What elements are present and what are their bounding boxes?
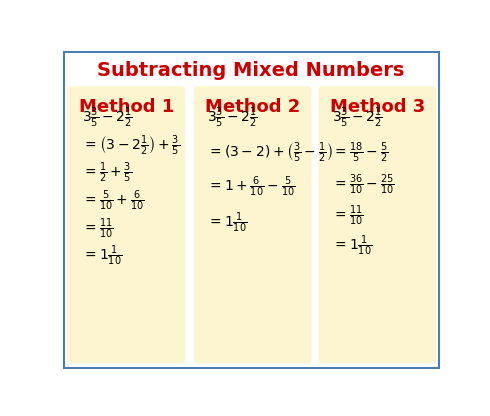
Text: $=\frac{5}{10}+\frac{6}{10}$: $=\frac{5}{10}+\frac{6}{10}$ xyxy=(82,189,145,213)
FancyBboxPatch shape xyxy=(194,86,312,363)
FancyBboxPatch shape xyxy=(318,86,437,363)
Text: Subtracting Mixed Numbers: Subtracting Mixed Numbers xyxy=(98,61,405,80)
Text: $=\frac{1}{2}+\frac{3}{5}$: $=\frac{1}{2}+\frac{3}{5}$ xyxy=(82,161,132,185)
Text: $=\frac{18}{5}-\frac{5}{2}$: $=\frac{18}{5}-\frac{5}{2}$ xyxy=(332,140,388,164)
FancyBboxPatch shape xyxy=(64,52,439,368)
Text: $=\frac{36}{10}-\frac{25}{10}$: $=\frac{36}{10}-\frac{25}{10}$ xyxy=(332,173,394,197)
Text: $=(3-2)+\left(\frac{3}{5}-\frac{1}{2}\right)$: $=(3-2)+\left(\frac{3}{5}-\frac{1}{2}\ri… xyxy=(207,140,333,164)
Text: $=1\frac{1}{10}$: $=1\frac{1}{10}$ xyxy=(207,211,247,235)
Text: $=1+\frac{6}{10}-\frac{5}{10}$: $=1+\frac{6}{10}-\frac{5}{10}$ xyxy=(207,175,295,199)
FancyBboxPatch shape xyxy=(68,86,185,363)
Text: $=1\frac{1}{10}$: $=1\frac{1}{10}$ xyxy=(82,244,122,268)
Text: Method 1: Method 1 xyxy=(79,98,174,116)
Text: $3\frac{3}{5}-2\frac{1}{2}$: $3\frac{3}{5}-2\frac{1}{2}$ xyxy=(332,106,383,130)
Text: Method 2: Method 2 xyxy=(205,98,300,116)
Text: Method 3: Method 3 xyxy=(330,98,425,116)
Text: $3\frac{3}{5}-2\frac{1}{2}$: $3\frac{3}{5}-2\frac{1}{2}$ xyxy=(82,106,133,130)
Text: $=\left(3-2\frac{1}{2}\right)+\frac{3}{5}$: $=\left(3-2\frac{1}{2}\right)+\frac{3}{5… xyxy=(82,134,180,158)
Text: $=\frac{11}{10}$: $=\frac{11}{10}$ xyxy=(332,203,363,228)
Text: $3\frac{3}{5}-2\frac{1}{2}$: $3\frac{3}{5}-2\frac{1}{2}$ xyxy=(207,106,258,130)
Text: $=\frac{11}{10}$: $=\frac{11}{10}$ xyxy=(82,216,114,241)
Text: $=1\frac{1}{10}$: $=1\frac{1}{10}$ xyxy=(332,234,372,258)
